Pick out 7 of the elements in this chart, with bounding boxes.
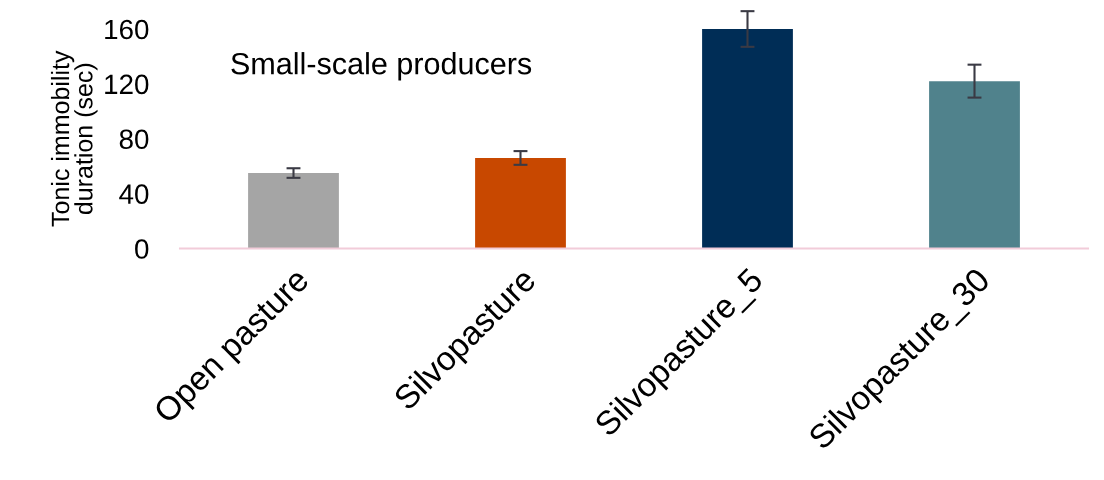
text: Small-scale producers bbox=[231, 52, 532, 81]
y-tick-label: 120 bbox=[105, 74, 149, 95]
y-tick-label: 80 bbox=[119, 129, 149, 150]
y-tick-label: 0 bbox=[135, 239, 149, 259]
y-axis-title: Tonic immobility duration (sec) bbox=[50, 50, 98, 227]
y-tick-label: 160 bbox=[105, 19, 149, 40]
y-tick-label: 40 bbox=[119, 184, 149, 204]
